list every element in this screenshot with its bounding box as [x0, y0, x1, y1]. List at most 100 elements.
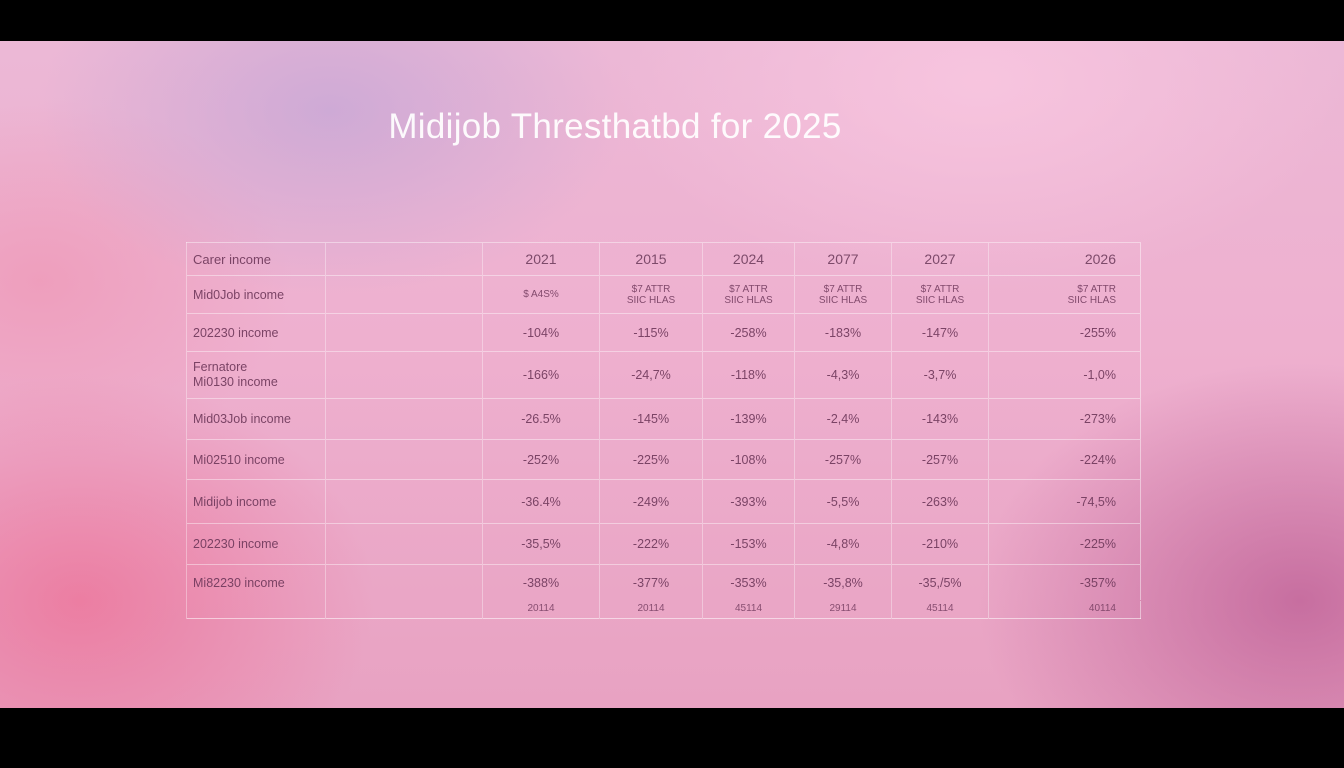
- footer-blank: [325, 600, 483, 619]
- table-cell: -5,5%: [794, 479, 892, 524]
- table-cell: -183%: [794, 313, 892, 352]
- row-label: 202230 income: [186, 313, 326, 352]
- table-cell: $7 ATTR SIIC HLAS: [794, 275, 892, 314]
- table-row: 202230 income -35,5% -222% -153% -4,8% -210% -…: [186, 523, 1141, 565]
- table-row: Mid03Job income -26.5% -145% -139% -2,4% -143…: [186, 398, 1141, 440]
- cell-line: $7 ATTR: [823, 283, 863, 295]
- table-cell: -273%: [988, 398, 1141, 440]
- row-blank: [325, 523, 483, 565]
- table-cell: -36.4%: [482, 479, 600, 524]
- row-label: Mi82230 income: [186, 564, 326, 601]
- column-header-year: 2015: [599, 242, 703, 276]
- column-header-label: Carer income: [186, 242, 326, 276]
- footer-cell: 45114: [891, 600, 989, 619]
- table-cell: $7 ATTR SIIC HLAS: [988, 275, 1141, 314]
- table-cell: -357%: [988, 564, 1141, 601]
- table-cell: -108%: [702, 439, 795, 480]
- table-cell: -139%: [702, 398, 795, 440]
- row-blank: [325, 275, 483, 314]
- table-cell: -166%: [482, 351, 600, 399]
- table-cell: -35,/5%: [891, 564, 989, 601]
- footer-blank: [186, 600, 326, 619]
- cell-line: $7 ATTR: [920, 283, 960, 295]
- table-cell: -263%: [891, 479, 989, 524]
- table-cell: -143%: [891, 398, 989, 440]
- slide-background: Midijob Thresthatbd for 2025 Carer incom…: [0, 41, 1344, 708]
- table-cell: -24,7%: [599, 351, 703, 399]
- row-blank: [325, 313, 483, 352]
- table-cell: -115%: [599, 313, 703, 352]
- table-cell: -4,3%: [794, 351, 892, 399]
- table-cell: -74,5%: [988, 479, 1141, 524]
- column-header-year: 2027: [891, 242, 989, 276]
- footer-cell: 29114: [794, 600, 892, 619]
- row-label: Mi02510 income: [186, 439, 326, 480]
- cell-line: SIIC HLAS: [626, 294, 676, 306]
- table-row: 202230 income -104% -115% -258% -183% -147% -2…: [186, 313, 1141, 352]
- footer-cell: 20114: [599, 600, 703, 619]
- row-blank: [325, 564, 483, 601]
- cell-line: $7 ATTR: [631, 283, 671, 295]
- table-cell: -4,8%: [794, 523, 892, 565]
- letterbox-bottom: [0, 708, 1344, 768]
- table-cell: -2,4%: [794, 398, 892, 440]
- row-label: 202230 income: [186, 523, 326, 565]
- chart-title: Midijob Thresthatbd for 2025: [388, 107, 842, 146]
- table-cell: -145%: [599, 398, 703, 440]
- table-cell: $7 ATTR SIIC HLAS: [599, 275, 703, 314]
- row-label: Midijob income: [186, 479, 326, 524]
- table-cell: $7 ATTR SIIC HLAS: [702, 275, 795, 314]
- row-blank: [325, 351, 483, 399]
- column-header-year: 2024: [702, 242, 795, 276]
- table-cell: -258%: [702, 313, 795, 352]
- cell-line: SIIC HLAS: [1067, 294, 1116, 306]
- table-body: 202230 income -104% -115% -258% -183% -147% -2…: [186, 313, 1141, 601]
- footer-cell: 20114: [482, 600, 600, 619]
- row-blank: [325, 398, 483, 440]
- table-cell: -210%: [891, 523, 989, 565]
- table-cell: -353%: [702, 564, 795, 601]
- table-cell: -257%: [794, 439, 892, 480]
- cell-line: $7 ATTR: [729, 283, 768, 295]
- table-cell: -104%: [482, 313, 600, 352]
- column-header-year: 2077: [794, 242, 892, 276]
- footer-cell: 45114: [702, 600, 795, 619]
- table-row: Mi82230 income -388% -377% -353% -35,8% -35,/…: [186, 564, 1141, 601]
- table-cell: -153%: [702, 523, 795, 565]
- letterbox-top: [0, 0, 1344, 41]
- row-blank: [325, 439, 483, 480]
- table-cell: -388%: [482, 564, 600, 601]
- table-cell: -249%: [599, 479, 703, 524]
- table-cell: -225%: [988, 523, 1141, 565]
- column-header-year: 2026: [988, 242, 1141, 276]
- table-cell: $7 ATTR SIIC HLAS: [891, 275, 989, 314]
- table-cell: -35,8%: [794, 564, 892, 601]
- table-row: Mi02510 income -252% -225% -108% -257% -257% -…: [186, 439, 1141, 480]
- table-cell: -255%: [988, 313, 1141, 352]
- column-header-blank: [325, 242, 483, 276]
- footer-cell: 40114: [988, 600, 1141, 619]
- cell-line: SIIC HLAS: [724, 294, 773, 306]
- table-cell: -147%: [891, 313, 989, 352]
- table-cell: -1,0%: [988, 351, 1141, 399]
- table-cell: -26.5%: [482, 398, 600, 440]
- threshold-table: Carer income 2021 2015 2024 2077 2027 20…: [186, 242, 1141, 619]
- table-cell: -118%: [702, 351, 795, 399]
- subheader-row: Mid0Job income $ A4S% $7 ATTR SIIC HLAS $…: [186, 275, 1141, 314]
- cell-line: SIIC HLAS: [915, 294, 965, 306]
- row-label: Fernatore Mi0130 income: [186, 351, 326, 399]
- column-header-year: 2021: [482, 242, 600, 276]
- table-cell: -257%: [891, 439, 989, 480]
- footer-row: 20114 20114 45114 29114 45114 40114: [186, 600, 1141, 619]
- table-cell: -35,5%: [482, 523, 600, 565]
- cell-line: $7 ATTR: [1077, 283, 1116, 295]
- row-blank: [325, 479, 483, 524]
- table-cell: -377%: [599, 564, 703, 601]
- table-cell: -225%: [599, 439, 703, 480]
- table-cell: $ A4S%: [482, 275, 600, 314]
- row-label: Mid0Job income: [186, 275, 326, 314]
- table-cell: -393%: [702, 479, 795, 524]
- table-row: Midijob income -36.4% -249% -393% -5,5% -263%…: [186, 479, 1141, 524]
- row-label: Mid03Job income: [186, 398, 326, 440]
- header-row: Carer income 2021 2015 2024 2077 2027 20…: [186, 242, 1141, 276]
